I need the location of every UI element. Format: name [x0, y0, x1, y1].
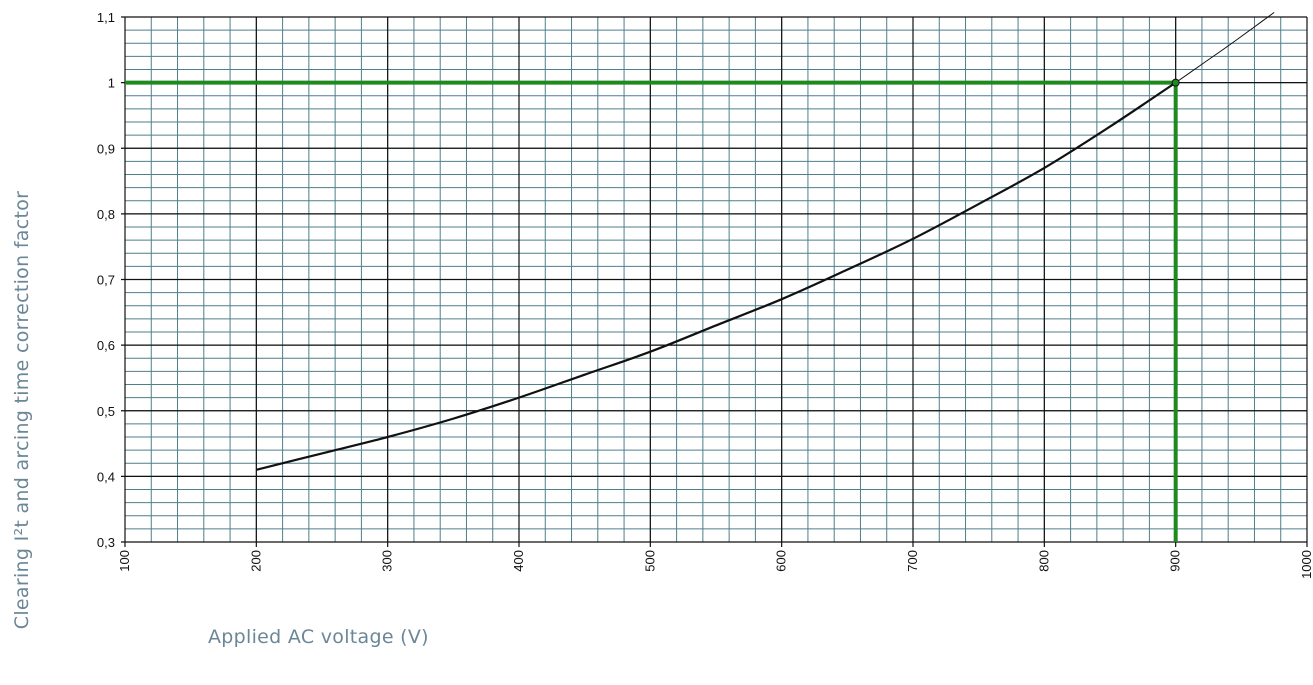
y-tick-label: 0,3: [97, 535, 115, 550]
y-tick-label: 1,1: [97, 10, 115, 25]
x-tick-labels: 100 200 300 400 500 600 700 800 900 1000: [117, 550, 1313, 579]
y-tick-label: 0,6: [97, 338, 115, 353]
x-tick-label: 500: [642, 550, 657, 572]
x-tick-label: 800: [1036, 550, 1051, 572]
y-tick-label: 1: [108, 76, 115, 91]
x-tick-label: 600: [774, 550, 789, 572]
y-tick-label: 0,4: [97, 469, 115, 484]
y-tick-label: 0,5: [97, 404, 115, 419]
y-tick-label: 0,9: [97, 141, 115, 156]
y-tick-labels: 0,3 0,4 0,5 0,6 0,7 0,8 0,9 1 1,1: [97, 10, 115, 550]
x-tick-label: 400: [511, 550, 526, 572]
x-tick-label: 200: [248, 550, 263, 572]
major-grid: [121, 16, 1308, 547]
correction-factor-curve: [256, 81, 1177, 471]
x-tick-label: 1000: [1299, 550, 1313, 579]
extrapolation-line: [1175, 12, 1275, 84]
reference-lines: [125, 80, 1178, 542]
series-group: [256, 12, 1275, 471]
x-tick-label: 900: [1168, 550, 1183, 572]
x-axis-label: Applied AC voltage (V): [208, 626, 429, 648]
x-tick-label: 300: [380, 550, 395, 572]
y-tick-label: 0,7: [97, 273, 115, 288]
x-tick-label: 100: [117, 550, 132, 572]
x-tick-label: 700: [905, 550, 920, 572]
reference-point: [1171, 78, 1180, 87]
y-tick-label: 0,8: [97, 207, 115, 222]
